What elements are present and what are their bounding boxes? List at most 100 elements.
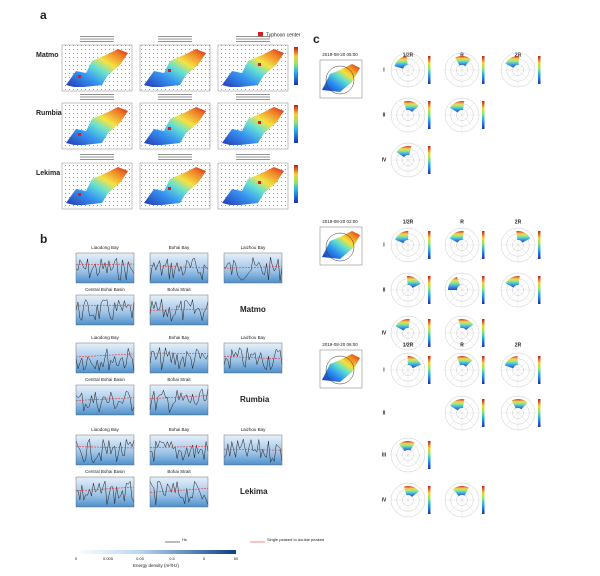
colorbar-tick: 5: [203, 556, 206, 561]
colorbar-title: Energy density (m²/Hz): [133, 563, 180, 568]
map-header-line: [158, 156, 192, 158]
panel-label: a: [40, 8, 47, 22]
typhoon-center: [168, 187, 171, 190]
polar-spoke: [407, 147, 421, 161]
spectrum-blob: [449, 101, 465, 113]
polar-spoke: [449, 57, 463, 71]
quadrant-label: II: [383, 410, 386, 416]
station-title: Central Bohai Basin: [85, 287, 125, 292]
colorbar-tick: 50: [234, 556, 239, 561]
colorbar: [428, 486, 431, 514]
spectrum-blob: [395, 318, 410, 331]
polar-spoke: [395, 357, 409, 371]
map-header-line: [80, 154, 114, 155]
station-title: Central Bohai Basin: [85, 377, 125, 382]
polar-spoke: [461, 69, 475, 83]
column-label: 1/2R: [403, 52, 414, 58]
map-header-line: [236, 38, 270, 40]
polar-spoke: [517, 400, 531, 414]
spectrum-plot: [75, 252, 135, 284]
polar-spoke: [407, 369, 421, 383]
colorbar: [482, 319, 485, 347]
map-header-line: [80, 94, 114, 95]
polar-spoke: [449, 320, 463, 334]
station-title: Laizhou Bay: [241, 427, 267, 432]
hs-line: [149, 388, 209, 414]
colorbar: [482, 101, 485, 129]
polar-spoke: [407, 454, 421, 468]
colorbar: [428, 319, 431, 347]
polar-spoke: [461, 400, 475, 414]
spectrum-blob: [458, 319, 474, 331]
sea-field: [144, 107, 206, 145]
map-header-line: [158, 159, 192, 160]
quadrant-label: III: [382, 452, 387, 458]
spectrum-blob: [394, 56, 408, 69]
typhoon-center: [168, 69, 171, 72]
spectrum-blob: [449, 231, 464, 243]
hs-line: [223, 257, 283, 281]
colorbar: [482, 56, 485, 84]
panel-label: c: [313, 32, 320, 46]
colorbar: [482, 486, 485, 514]
station-title: Liaodong Bay: [91, 335, 119, 340]
peak-line: [75, 446, 135, 449]
spectrum-blob: [395, 231, 409, 244]
map-header-line: [80, 96, 114, 98]
legend-swatch: [258, 32, 263, 37]
colorbar-tick: 0.05: [136, 556, 145, 561]
polar-spoke: [395, 244, 409, 258]
polar-spoke: [395, 102, 409, 116]
hs-line: [149, 440, 209, 462]
station-title: Bohai Strait: [167, 287, 191, 292]
peak-line: [149, 308, 209, 311]
peak-line: [223, 448, 283, 451]
station-title: Laizhou Bay: [241, 335, 267, 340]
colorbar: [428, 441, 431, 469]
spectrum-blob: [455, 55, 471, 67]
station-title: Bohai Bay: [169, 427, 190, 432]
colorbar: [482, 231, 485, 259]
polar-spoke: [395, 332, 409, 346]
column-label: 1/2R: [403, 342, 414, 348]
sea-field: [66, 49, 128, 87]
peak-line: [149, 265, 209, 269]
hs-line: [149, 299, 209, 322]
time-label: 2019-08-20 02:00: [322, 219, 358, 224]
peak-line: [75, 263, 135, 265]
spectrum-plot: [149, 252, 209, 284]
panel-label: b: [40, 232, 47, 246]
polar-spoke: [407, 232, 421, 246]
polar-spoke: [505, 69, 519, 83]
polar-spoke: [395, 487, 409, 501]
spectrum-plot: [75, 294, 135, 326]
polar-spoke: [517, 57, 531, 71]
quadrant-label: IV: [382, 330, 387, 336]
map-header-line: [80, 156, 114, 158]
polar-spoke: [407, 159, 421, 173]
map-header-line: [236, 99, 270, 100]
colorbar: [428, 276, 431, 304]
legend-text: Single peaked to double peaked: [267, 537, 324, 542]
polar-spoke: [395, 454, 409, 468]
polar-spoke: [517, 412, 531, 426]
typhoon-center: [78, 75, 81, 78]
polar-spoke: [449, 114, 463, 128]
polar-spoke: [461, 114, 475, 128]
spectrum-blob: [456, 356, 473, 367]
colorbar-tick: 0.5: [169, 556, 175, 561]
polar-spoke: [461, 332, 475, 346]
polar-spoke: [461, 232, 475, 246]
spectrum-plot: [223, 342, 283, 374]
polar-spoke: [461, 277, 475, 291]
spectrum-blob: [516, 231, 531, 243]
map-header-line: [80, 159, 114, 160]
typhoon-center: [258, 181, 261, 184]
colorbar: [428, 101, 431, 129]
column-label: 2R: [515, 342, 522, 348]
time-label: 2019-08-20 06:00: [322, 342, 358, 347]
colorbar: [428, 56, 431, 84]
polar-spoke: [407, 69, 421, 83]
map-header-line: [158, 96, 192, 98]
polar-spoke: [449, 289, 463, 303]
